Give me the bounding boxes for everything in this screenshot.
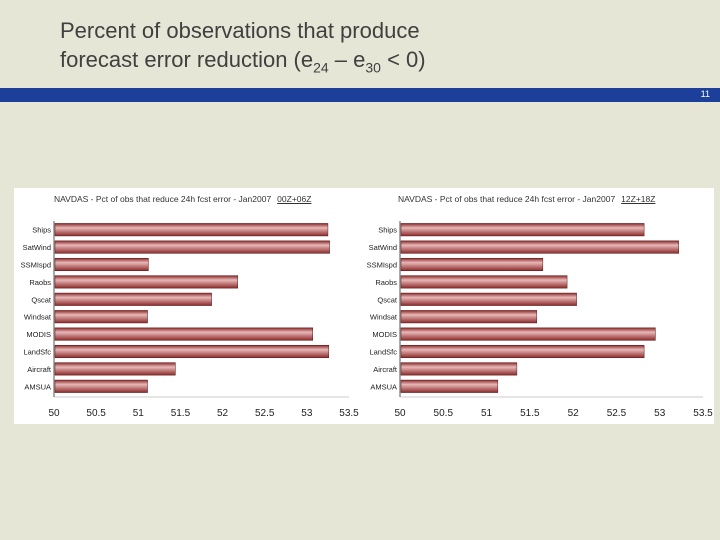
category-label: MODIS [372,330,397,339]
bar-ships [54,223,329,237]
chart-title: NAVDAS - Pct of obs that reduce 24h fcst… [398,194,656,204]
category-label: Raobs [375,278,397,287]
chart-title-suffix: 00Z+06Z [277,194,312,204]
bar-raobs [54,275,238,289]
title-bar [0,88,720,102]
category-label: SatWind [23,243,51,252]
title-line-2: forecast error reduction (e24 – e30 < 0) [60,47,426,76]
category-label: LandSfc [23,348,51,357]
category-label: LandSfc [369,348,397,357]
x-tick-label: 52.5 [607,408,627,419]
bar-amsua [54,379,148,393]
category-label: SSMIspd [367,261,397,270]
slide-title: Percent of observations that produce for… [60,16,700,82]
chart-title: NAVDAS - Pct of obs that reduce 24h fcst… [54,194,312,204]
title-line-1: Percent of observations that produce [60,18,420,43]
x-tick-label: 53.5 [693,408,713,419]
bar-ships [400,223,645,237]
bar-amsua [400,379,499,393]
chart-title-suffix: 12Z+18Z [621,194,656,204]
x-tick-label: 53 [654,408,666,419]
bar-modis [54,327,314,341]
bar-landsfc [400,344,645,359]
category-label: SatWind [369,243,397,252]
chart-panel-12z-18z: NAVDAS - Pct of obs that reduce 24h fcst… [360,188,714,424]
bar-landsfc [54,344,330,359]
bar-ssmispd [400,257,544,272]
bar-qscat [400,292,577,306]
category-label: Windsat [24,313,52,322]
x-tick-label: 50 [394,408,406,419]
x-tick-label: 51.5 [171,408,191,419]
bar-windsat [54,310,148,324]
x-tick-label: 52 [568,408,580,419]
chart-panel-00z-06z: NAVDAS - Pct of obs that reduce 24h fcst… [14,188,360,424]
x-tick-label: 53.5 [339,408,359,419]
x-tick-label: 51 [481,408,493,419]
category-label: Windsat [370,313,398,322]
x-tick-label: 52 [217,408,229,419]
bar-chart-00z-06z: Ships SatWind SSMIspd Raobs Qscat Windsat MODI… [21,221,359,419]
x-tick-label: 50 [48,408,60,419]
category-label: Raobs [29,278,51,287]
category-label: Qscat [31,295,52,304]
category-label: Aircraft [27,365,52,374]
bar-qscat [54,292,212,306]
category-label: Ships [32,226,51,235]
bar-aircraft [400,362,518,376]
category-label: AMSUA [24,382,51,391]
bar-raobs [400,275,568,289]
bar-satwind [400,240,680,254]
x-tick-label: 50.5 [434,408,454,419]
bar-modis [400,327,656,341]
x-tick-label: 51 [133,408,145,419]
x-tick-label: 51.5 [520,408,540,419]
category-label: Ships [378,226,397,235]
category-label: SSMIspd [21,261,51,270]
category-label: AMSUA [370,382,397,391]
category-label: Aircraft [373,365,398,374]
slide-number: 11 [700,89,710,99]
category-label: Qscat [377,295,398,304]
x-tick-label: 53 [301,408,313,419]
bar-chart-12z-18z: Ships SatWind SSMIspd Raobs Qscat Windsat MODI… [367,221,713,419]
bar-satwind [54,240,330,254]
bar-windsat [400,310,538,324]
x-tick-label: 52.5 [255,408,275,419]
bar-aircraft [54,362,176,376]
x-tick-label: 50.5 [86,408,106,419]
bar-ssmispd [54,257,149,272]
category-label: MODIS [26,330,51,339]
